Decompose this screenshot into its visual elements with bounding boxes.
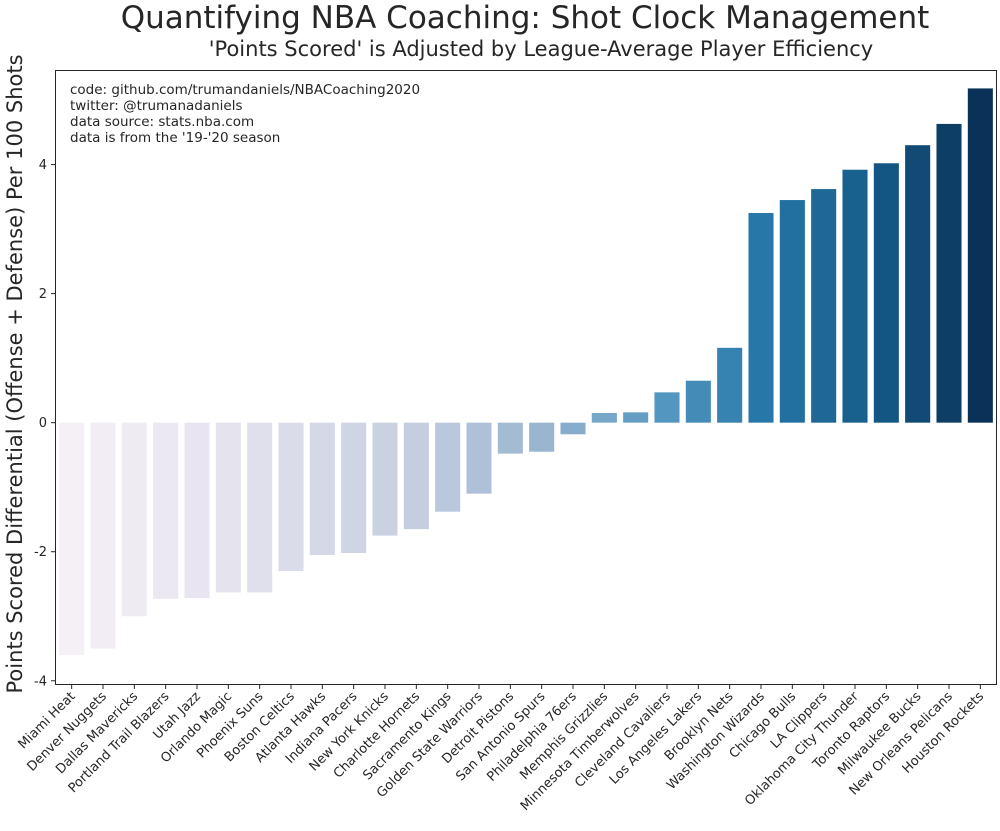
bar xyxy=(560,422,586,435)
chart-title: Quantifying NBA Coaching: Shot Clock Man… xyxy=(121,0,930,36)
bar xyxy=(497,422,523,454)
y-tick-label: -4 xyxy=(34,674,47,689)
bar xyxy=(278,422,304,572)
y-tick-label: -2 xyxy=(34,545,47,560)
bar xyxy=(435,422,461,512)
bar xyxy=(59,422,85,655)
annotation-source: data source: stats.nba.com xyxy=(70,114,254,130)
bar xyxy=(873,163,899,423)
bar xyxy=(905,145,931,423)
bar xyxy=(967,88,993,423)
bar xyxy=(779,200,805,423)
chart-subtitle: 'Points Scored' is Adjusted by League-Av… xyxy=(209,37,873,61)
bar xyxy=(685,380,711,423)
plot-frame xyxy=(55,70,997,685)
bar xyxy=(403,422,429,530)
y-tick-label: 0 xyxy=(39,416,47,431)
bar xyxy=(309,422,335,555)
bar xyxy=(529,422,555,452)
annotation-season: data is from the '19-'20 season xyxy=(70,130,280,146)
bar xyxy=(341,422,367,554)
y-axis: -4 -2 0 2 4 xyxy=(34,158,56,689)
bar xyxy=(372,422,398,536)
annotation-code: code: github.com/trumandaniels/NBACoachi… xyxy=(70,82,420,98)
bar xyxy=(654,392,680,423)
y-axis-label: Points Scored Differential (Offense + De… xyxy=(3,54,27,693)
bar xyxy=(717,347,743,423)
annotation-twitter: twitter: @trumanadaniels xyxy=(70,98,243,114)
bar xyxy=(811,189,837,423)
y-tick-label: 2 xyxy=(39,287,47,302)
bar xyxy=(466,422,492,494)
bar xyxy=(842,169,868,423)
bar xyxy=(247,422,273,593)
bar xyxy=(184,422,210,599)
y-tick-label: 4 xyxy=(39,158,47,173)
bar xyxy=(623,412,649,423)
bar xyxy=(936,123,962,423)
bar xyxy=(215,422,241,593)
bar xyxy=(153,422,179,599)
bar xyxy=(90,422,116,649)
bar xyxy=(591,412,617,423)
bars-layer xyxy=(59,88,993,655)
bar xyxy=(748,212,774,423)
annotation-block: code: github.com/trumandaniels/NBACoachi… xyxy=(70,82,420,146)
bar xyxy=(121,422,147,617)
